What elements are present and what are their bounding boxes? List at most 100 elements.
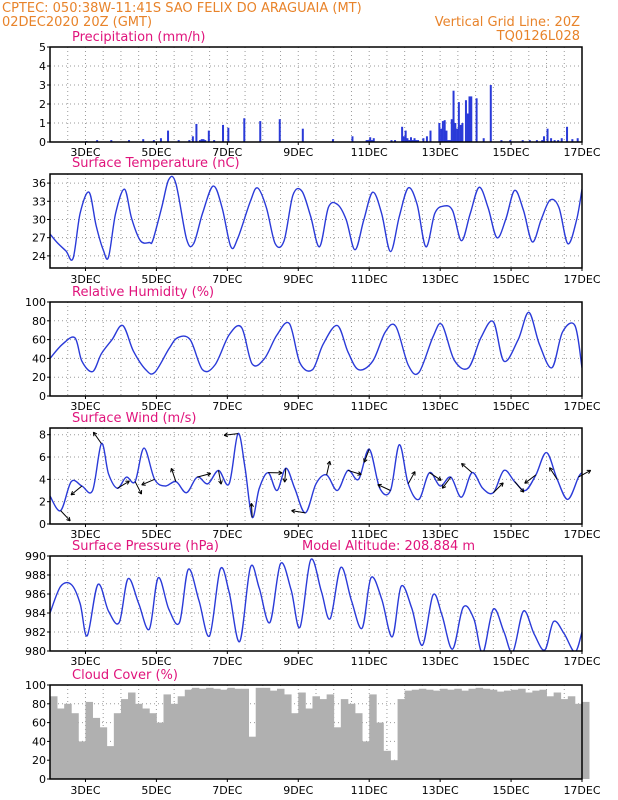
- pres-ytick-label: 982: [25, 626, 46, 639]
- precip-bar: [521, 140, 524, 142]
- cloud-bar: [489, 689, 498, 779]
- wind-xtick-label: 11DEC: [351, 528, 388, 541]
- temp-xtick-label: 13DEC: [422, 273, 459, 286]
- temp-xtick-label: 15DEC: [493, 273, 530, 286]
- cloud-bar: [85, 701, 93, 779]
- wind-ytick-label: 0: [39, 518, 46, 531]
- precip-bar: [177, 140, 180, 142]
- temp-xtick-label: 9DEC: [283, 273, 313, 286]
- cloud-bar: [411, 689, 420, 779]
- precip-bar: [401, 126, 404, 142]
- cloud-bar: [305, 708, 313, 779]
- pres-xtick-label: 15DEC: [493, 655, 530, 668]
- precip-bar: [406, 138, 409, 142]
- precipitation-panel: Precipitation (mm/h) 0 1 2 3 4 5 3DEC 5DEC 7DEC 9D…: [39, 30, 601, 159]
- cloud-bar: [376, 722, 384, 779]
- cloud-bar: [496, 691, 505, 779]
- cloud-bar: [120, 699, 129, 779]
- rh-ytick-label: 20: [32, 371, 46, 384]
- precip-bar: [468, 96, 471, 142]
- wind-arrow: [363, 449, 370, 463]
- precip-ytick-label: 2: [39, 98, 46, 111]
- precip-bar: [445, 130, 448, 142]
- cloud-bar: [206, 687, 214, 779]
- cloud-bar: [234, 688, 242, 779]
- precip-ytick-label: 5: [39, 41, 46, 54]
- precip-bar: [553, 140, 556, 142]
- cloud-bar: [298, 692, 306, 779]
- rh-xtick-label: 9DEC: [283, 400, 313, 413]
- model-altitude-label: Model Altitude: 208.884 m: [302, 539, 475, 554]
- precip-ytick-label: 3: [39, 79, 46, 92]
- header-grid-note: Vertical Grid Line: 20Z: [435, 15, 580, 30]
- precip-bar: [535, 140, 538, 142]
- temp-xtick-label: 11DEC: [351, 273, 388, 286]
- precip-bar: [159, 138, 162, 142]
- cloud-bar: [262, 687, 271, 779]
- cloud-cover-panel: Cloud Cover (%) 0 20 40 60 80 100 3DEC 5DEC 7DEC 9…: [25, 668, 601, 797]
- precip-title: Precipitation (mm/h): [72, 30, 205, 45]
- temp-frame: [49, 173, 583, 269]
- wind-arrow: [117, 480, 130, 489]
- precip-bar: [560, 138, 563, 142]
- cloud-bar: [454, 688, 462, 779]
- temp-xtick-label: 17DEC: [563, 273, 600, 286]
- cloud-bar: [198, 688, 207, 779]
- rh-xtick-label: 7DEC: [212, 400, 242, 413]
- cloud-title: Cloud Cover (%): [72, 668, 178, 683]
- cloud-bar: [227, 687, 235, 779]
- temp-ytick-label: 24: [32, 250, 46, 263]
- precip-bar: [440, 128, 443, 142]
- wind-arrow: [461, 462, 473, 474]
- wind-arrow: [492, 482, 504, 494]
- precip-bar: [470, 96, 473, 142]
- cloud-bar: [78, 741, 86, 779]
- precip-xtick-label: 11DEC: [351, 146, 388, 159]
- precip-xtick-label: 15DEC: [493, 146, 530, 159]
- cloud-ytick-label: 0: [39, 773, 46, 786]
- cloud-bar: [163, 694, 171, 779]
- cloud-bar: [269, 690, 278, 779]
- precip-bar: [227, 127, 230, 142]
- precip-bar: [408, 140, 411, 142]
- cloud-bar: [64, 703, 72, 779]
- temperature-panel: Surface Temperature (nC) 24 27 30 33 36 3DEC 5D…: [32, 156, 601, 286]
- temp-title: Surface Temperature (nC): [72, 156, 240, 171]
- temp-ytick-label: 33: [32, 195, 46, 208]
- cloud-bar: [255, 687, 264, 779]
- wind-ytick-label: 6: [39, 451, 46, 464]
- precip-bar: [202, 139, 205, 142]
- precip-bar: [369, 137, 372, 142]
- cloud-bar: [142, 708, 150, 779]
- precip-bar: [413, 138, 416, 142]
- temp-ytick-label: 36: [32, 177, 46, 190]
- cloud-bar: [560, 699, 569, 779]
- rh-xtick-label: 11DEC: [351, 400, 388, 413]
- wind-arrow: [60, 510, 71, 522]
- precip-bar: [390, 140, 393, 142]
- wind-xtick-label: 15DEC: [493, 528, 530, 541]
- precip-bar: [466, 113, 469, 142]
- wind-xtick-label: 17DEC: [563, 528, 600, 541]
- cloud-bar: [404, 690, 413, 779]
- precip-bar: [198, 140, 201, 142]
- cloud-bar: [468, 688, 477, 779]
- wind-xtick-label: 5DEC: [141, 528, 171, 541]
- precip-xtick-label: 9DEC: [283, 146, 313, 159]
- precip-bar: [367, 140, 370, 142]
- precip-bar: [278, 119, 281, 142]
- cloud-bar: [482, 688, 491, 779]
- cloud-bar: [220, 689, 228, 779]
- precip-bar: [454, 123, 457, 142]
- cloud-bar: [567, 696, 576, 779]
- wind-arrow: [170, 467, 177, 482]
- wind-ytick-label: 4: [39, 473, 46, 486]
- cloud-bar: [546, 696, 555, 779]
- precip-bar: [461, 123, 464, 142]
- precip-bar: [528, 140, 531, 142]
- precip-bar: [191, 136, 194, 142]
- wind-arrow: [578, 469, 592, 478]
- humidity-panel: Relative Humidity (%) 0 20 40 60 80 100 3DEC 5DE…: [25, 285, 601, 413]
- precip-bar: [425, 136, 428, 142]
